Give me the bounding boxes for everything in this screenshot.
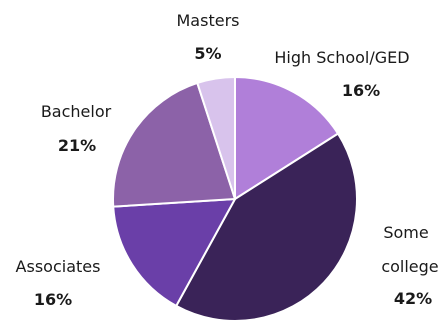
pie-slice-masters xyxy=(196,76,236,200)
slice-label-associates: Associates xyxy=(16,257,101,276)
slice-label-bachelor: Bachelor xyxy=(41,102,112,121)
slice-label-high-school-ged: High School/GED xyxy=(274,48,409,67)
slice-label-some-college-line2: college xyxy=(381,257,438,276)
slice-label-group-0: High School/GED 16% xyxy=(274,48,409,100)
slice-label-group-1: Some college 42% xyxy=(381,223,438,308)
pie-slice-associates xyxy=(112,198,236,307)
slice-label-group-3: Bachelor 21% xyxy=(41,102,112,155)
pie-slice-bachelor xyxy=(112,81,236,208)
slice-percent-associates: 16% xyxy=(34,290,72,309)
pie-slice-high-school-ged xyxy=(234,76,340,200)
slice-percent-some-college: 42% xyxy=(394,289,432,308)
slice-label-masters: Masters xyxy=(177,11,240,30)
slice-label-some-college-line1: Some xyxy=(383,223,428,242)
slice-percent-masters: 5% xyxy=(194,44,221,63)
slice-percent-high-school-ged: 16% xyxy=(342,81,380,100)
slice-label-group-2: Associates 16% xyxy=(16,257,101,309)
slice-percent-bachelor: 21% xyxy=(58,136,96,155)
slice-label-group-4: Masters 5% xyxy=(177,11,240,63)
pie-slice-some-college xyxy=(175,132,358,322)
pie-slices xyxy=(112,76,358,322)
